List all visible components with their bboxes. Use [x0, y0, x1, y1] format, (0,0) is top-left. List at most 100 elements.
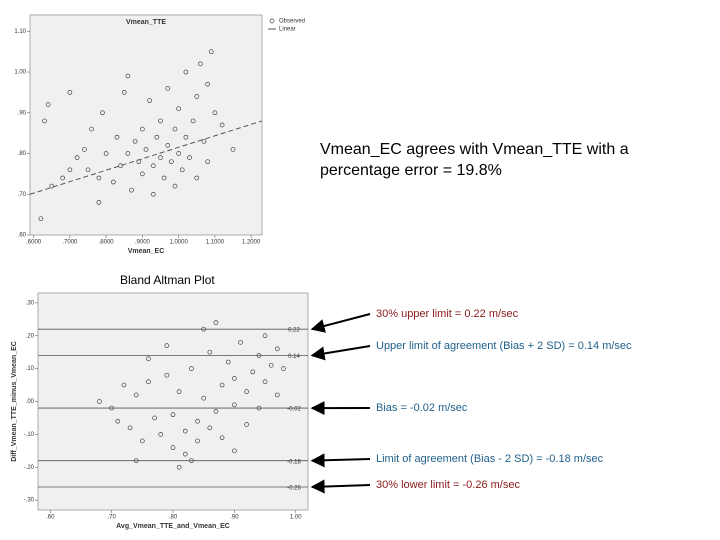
- point: [232, 402, 237, 408]
- y-tick-label: -.20: [24, 465, 35, 471]
- point: [195, 418, 200, 424]
- reference-label: 0.14: [288, 354, 300, 360]
- point: [274, 346, 280, 352]
- point: [207, 349, 213, 355]
- chart-title: Bland Altman Plot: [120, 273, 215, 287]
- arrow: [310, 345, 371, 361]
- annotation: 30% lower limit = -0.26 m/sec: [376, 479, 520, 491]
- point: [250, 369, 256, 375]
- headline: Vmean_EC agrees with Vmean_TTE with a: [320, 141, 629, 158]
- arrow: [310, 313, 371, 333]
- point: [146, 356, 151, 362]
- y-tick-label: .10: [26, 366, 35, 372]
- point: [100, 110, 105, 116]
- y-tick-label: .70: [18, 192, 27, 198]
- point: [268, 362, 274, 368]
- point: [176, 106, 181, 112]
- point: [121, 90, 127, 95]
- point: [164, 372, 170, 378]
- point: [152, 415, 157, 421]
- point: [230, 147, 236, 152]
- point: [161, 175, 167, 181]
- point: [111, 179, 116, 185]
- annotation: Limit of agreement (Bias - 2 SD) = -0.18…: [376, 453, 604, 465]
- point: [150, 191, 156, 197]
- x-axis-label: Avg_Vmean_TTE_and_Vmean_EC: [116, 523, 230, 530]
- point: [244, 422, 249, 427]
- point: [127, 425, 133, 431]
- x-axis-label: Vmean_EC: [128, 248, 165, 255]
- reference-label: 0.22: [288, 328, 300, 334]
- point: [205, 159, 210, 165]
- point: [67, 90, 73, 95]
- point: [182, 451, 188, 457]
- x-tick-label: .90: [230, 515, 239, 521]
- y-tick-label: .00: [26, 399, 35, 405]
- point: [158, 432, 164, 437]
- point: [274, 392, 280, 398]
- reference-label: -0.18: [287, 459, 301, 465]
- y-tick-label: .90: [18, 110, 27, 116]
- point: [172, 126, 178, 132]
- point: [38, 216, 44, 222]
- point: [194, 175, 200, 181]
- point: [183, 134, 189, 140]
- point: [82, 147, 87, 152]
- point: [176, 389, 182, 394]
- x-tick-label: .7000: [62, 240, 78, 246]
- y-axis-label: Diff_Vmean_TTE_minus_Vmean_EC: [11, 341, 18, 462]
- point: [154, 134, 160, 140]
- point: [164, 343, 170, 348]
- point: [49, 183, 55, 189]
- point: [201, 138, 207, 144]
- point: [195, 438, 200, 444]
- point: [170, 445, 176, 450]
- y-tick-label: -.10: [24, 432, 35, 438]
- point: [189, 458, 194, 464]
- point: [172, 183, 178, 189]
- point: [176, 464, 182, 470]
- arrow: [310, 479, 371, 494]
- x-tick-label: 1.0000: [169, 240, 188, 246]
- x-tick-label: .6000: [26, 240, 42, 246]
- reference-label: -0.02: [287, 407, 301, 413]
- chart-title: Vmean_TTE: [126, 19, 166, 26]
- x-tick-label: .70: [107, 515, 116, 521]
- point: [121, 382, 127, 388]
- point: [96, 175, 102, 181]
- plot-background: [29, 14, 263, 236]
- y-tick-label: 1.00: [14, 70, 26, 76]
- point: [147, 98, 152, 103]
- headline: percentage error = 19.8%: [320, 162, 502, 179]
- point: [42, 118, 47, 124]
- y-tick-label: .60: [18, 233, 27, 239]
- point: [114, 134, 120, 140]
- x-tick-label: .80: [169, 515, 178, 521]
- legend-symbol: [269, 18, 275, 24]
- point: [133, 392, 139, 398]
- point: [207, 425, 213, 431]
- point: [158, 155, 163, 160]
- point: [244, 389, 249, 394]
- point: [187, 155, 192, 160]
- point: [205, 81, 210, 87]
- point: [103, 151, 109, 156]
- point: [232, 448, 237, 454]
- point: [201, 326, 207, 332]
- point: [165, 143, 171, 148]
- point: [189, 366, 194, 371]
- point: [201, 395, 207, 401]
- point: [118, 163, 123, 169]
- x-tick-label: 1.2000: [242, 240, 261, 246]
- x-tick-label: .60: [46, 515, 55, 521]
- point: [219, 122, 225, 128]
- x-tick-label: 1.00: [290, 515, 302, 521]
- point: [125, 151, 131, 156]
- fit-line: [29, 120, 263, 195]
- point: [219, 382, 225, 388]
- annotation: Upper limit of agreement (Bias + 2 SD) =…: [376, 340, 632, 352]
- point: [208, 49, 214, 55]
- point: [85, 167, 91, 173]
- point: [67, 167, 73, 173]
